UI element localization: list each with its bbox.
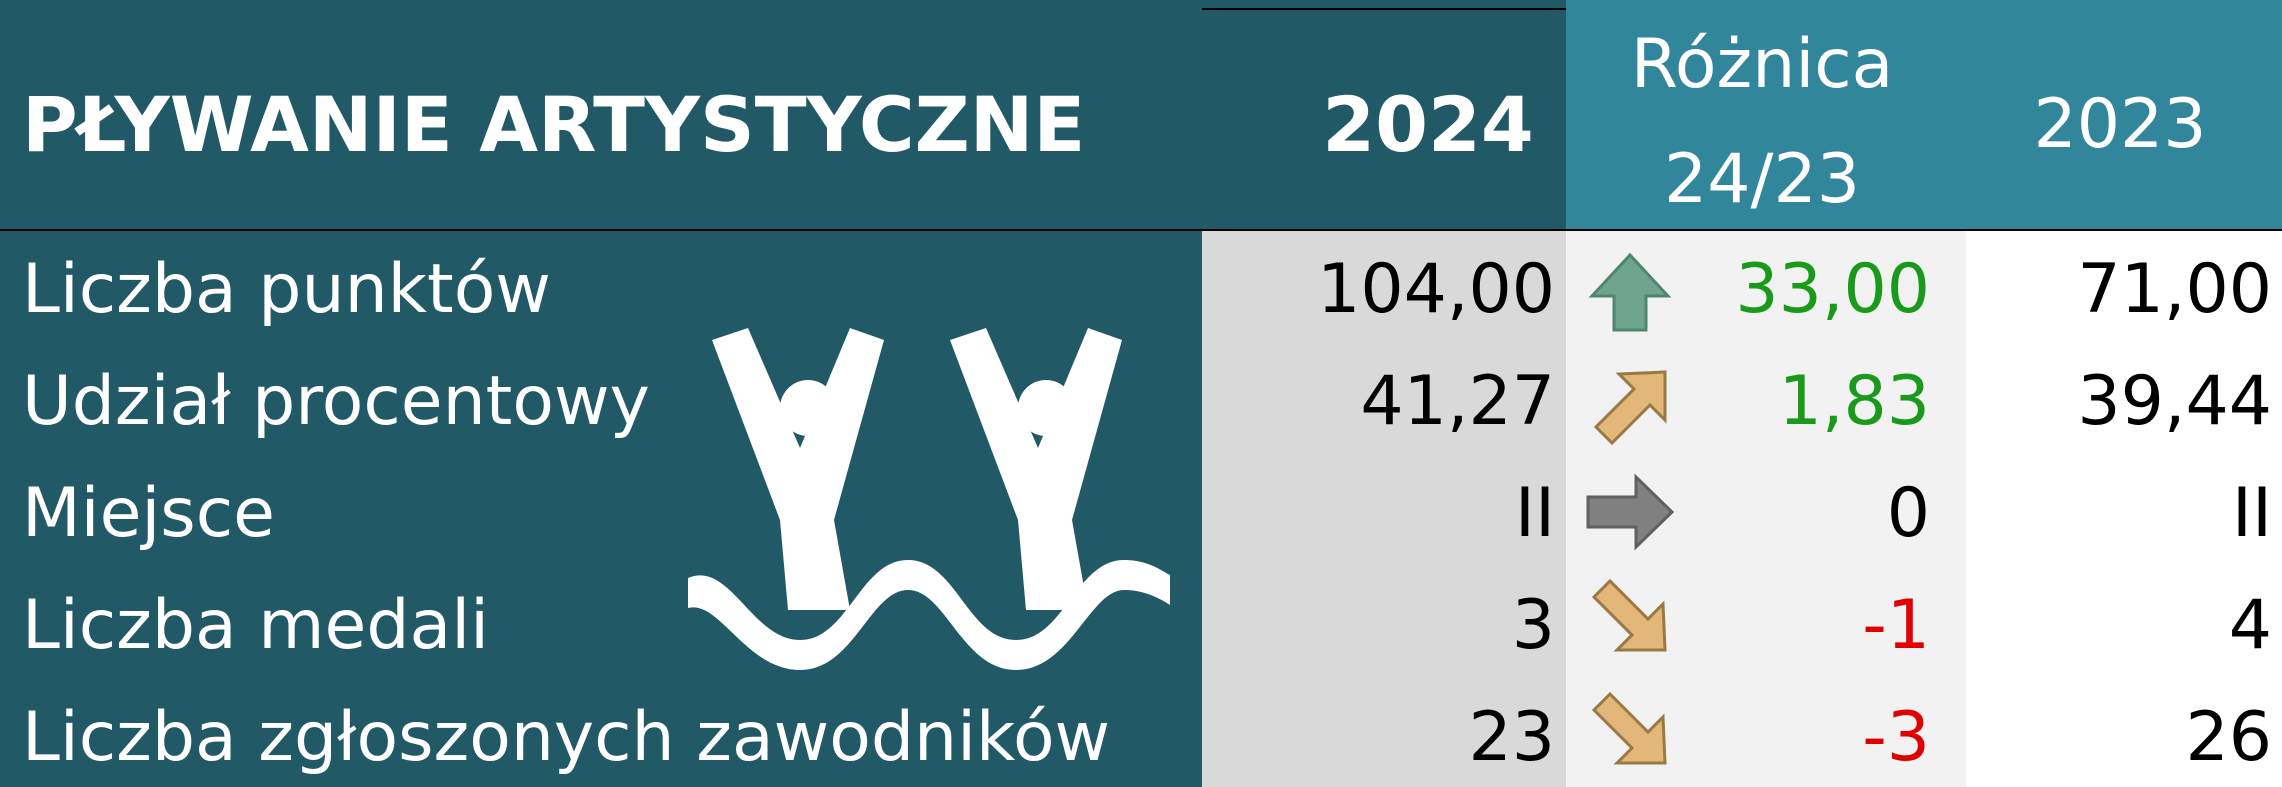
col-2024 bbox=[1202, 230, 1566, 787]
value-2024: 23 bbox=[1468, 698, 1555, 777]
value-2024: 104,00 bbox=[1317, 250, 1555, 329]
value-diff: -1 bbox=[1862, 586, 1930, 665]
col-header: 2024 bbox=[1322, 80, 1534, 169]
header-diff bbox=[1566, 0, 2282, 230]
col-2023 bbox=[1966, 230, 2282, 787]
row-label: Liczba medali bbox=[22, 586, 490, 665]
value-2023: II bbox=[2231, 474, 2272, 553]
col-header: 24/23 bbox=[1664, 140, 1860, 219]
value-2024: II bbox=[1514, 474, 1555, 553]
value-2023: 26 bbox=[2185, 698, 2272, 777]
value-diff: 0 bbox=[1886, 474, 1930, 553]
row-label: Udział procentowy bbox=[22, 362, 650, 441]
value-diff: 1,83 bbox=[1778, 362, 1930, 441]
col-header: 2023 bbox=[2033, 85, 2207, 164]
value-2023: 4 bbox=[2228, 586, 2272, 665]
border bbox=[1202, 8, 1566, 10]
row-label: Miejsce bbox=[22, 474, 275, 553]
value-2023: 71,00 bbox=[2077, 250, 2272, 329]
col-header: Różnica bbox=[1630, 25, 1894, 104]
row-label: Liczba zgłoszonych zawodników bbox=[22, 698, 1111, 777]
value-diff: -3 bbox=[1862, 698, 1930, 777]
header-2024 bbox=[1202, 0, 1566, 230]
title: PŁYWANIE ARTYSTYCZNE bbox=[22, 80, 1086, 169]
value-diff: 33,00 bbox=[1735, 250, 1930, 329]
value-2024: 41,27 bbox=[1360, 362, 1555, 441]
trend-arrows bbox=[1586, 252, 1675, 765]
swimmers-icon bbox=[688, 328, 1170, 670]
value-2024: 3 bbox=[1511, 586, 1555, 665]
border bbox=[0, 229, 2282, 231]
row-label: Liczba punktów bbox=[22, 250, 551, 329]
value-2023: 39,44 bbox=[2077, 362, 2272, 441]
